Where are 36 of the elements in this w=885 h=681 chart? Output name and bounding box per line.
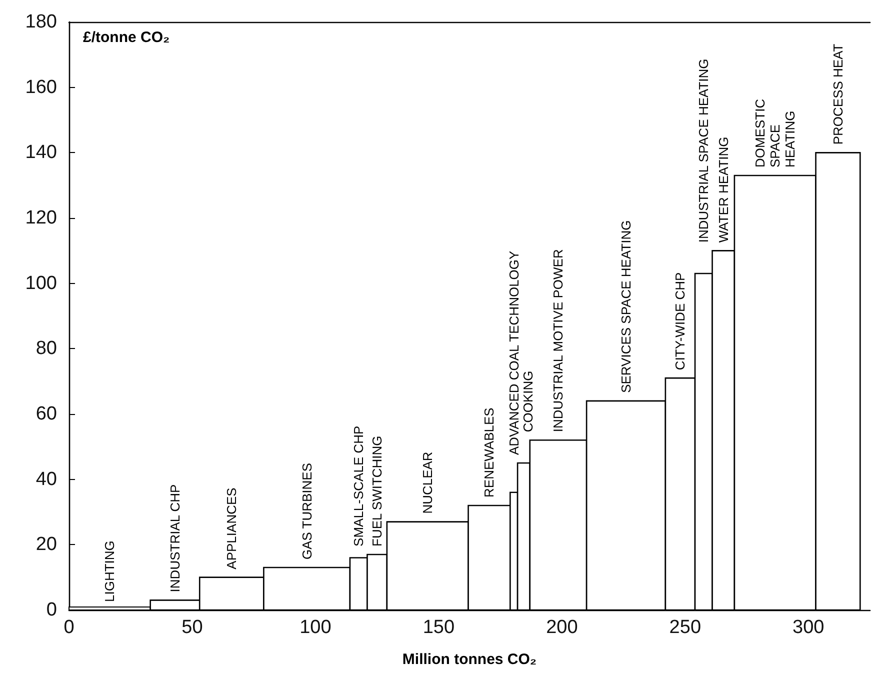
y-tick-label: 80: [36, 338, 57, 360]
x-axis-title: Million tonnes CO₂: [402, 651, 537, 668]
x-tick-label: 150: [422, 617, 455, 638]
x-tick-label: 200: [546, 617, 578, 638]
annotation: DOMESTIC SPACE HEATING: [752, 98, 798, 168]
annotation: SMALL-SCALE CHP: [351, 426, 366, 546]
annotation: LIGHTING: [102, 540, 118, 602]
annotation: PROCESS HEAT: [830, 44, 846, 145]
annotation: SERVICES SPACE HEATING: [618, 220, 634, 393]
y-tick-label: 40: [36, 468, 57, 490]
x-tick-label: 0: [64, 617, 74, 638]
y-tick-label: 120: [25, 208, 57, 228]
annotation: RENEWABLES: [482, 407, 497, 498]
y-tick-label: 180: [25, 12, 57, 32]
y-axis-title: £/tonne CO₂: [83, 29, 170, 46]
annotation: NUCLEAR: [420, 452, 436, 514]
annotation: CITY-WIDE CHP: [672, 272, 688, 370]
annotation: COOKING: [520, 370, 536, 432]
annotation: INDUSTRIAL CHP: [167, 484, 182, 592]
y-tick-label: 60: [36, 404, 57, 424]
annotation: WATER HEATING: [716, 136, 731, 243]
x-tick-label: 250: [669, 617, 702, 638]
x-tick-label: 50: [182, 617, 203, 638]
y-tick-label: 0: [46, 600, 57, 620]
y-tick-label: 20: [36, 534, 57, 556]
annotation: FUEL SWITCHING: [370, 436, 385, 546]
y-tick-label: 100: [25, 272, 57, 294]
y-tick-label: 160: [25, 76, 57, 98]
annotation: APPLIANCES: [224, 487, 240, 570]
x-tick-label: 300: [792, 617, 824, 638]
annotation: INDUSTRIAL SPACE HEATING: [696, 58, 712, 243]
annotation: ADVANCED COAL TECHNOLOGY: [506, 250, 522, 455]
annotation: INDUSTRIAL MOTIVE POWER: [550, 249, 566, 432]
x-tick-label: 100: [300, 617, 332, 638]
annotation: GAS TURBINES: [299, 462, 314, 560]
y-tick-label: 140: [25, 142, 57, 164]
